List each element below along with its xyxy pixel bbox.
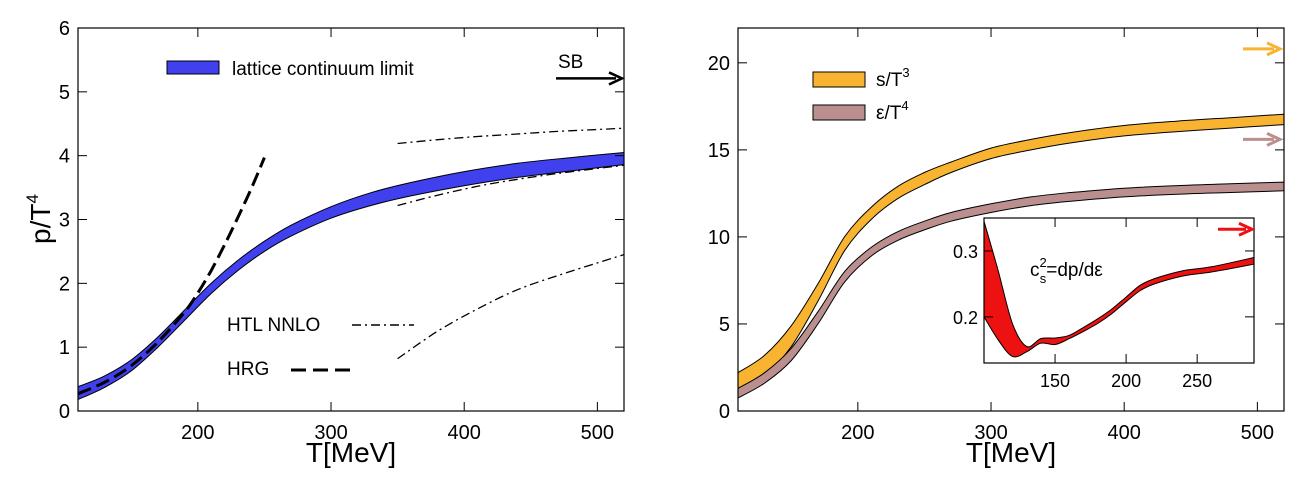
sound-speed-band [984, 221, 1254, 358]
right-xtick-label: 400 [1108, 422, 1141, 444]
left-ytick-label: 6 [59, 18, 70, 40]
left-x-axis-label: T[MeV] [306, 437, 396, 468]
left-ytick-label: 4 [59, 146, 70, 168]
legend-swatch-entropy [812, 71, 866, 88]
legend-swatch-energy [812, 104, 866, 121]
left-xtick-label: 300 [314, 422, 347, 444]
right-ytick-label: 0 [719, 401, 730, 423]
entropy-sb-arrow-head [1266, 41, 1284, 57]
htl-curve-3 [397, 253, 624, 360]
left-ytick-label: 0 [59, 401, 70, 423]
right-xtick-label: 300 [974, 422, 1007, 444]
inset-chart: 150 200 250 0.2 0.3 c2 s=dp/dε [953, 217, 1256, 391]
htl-curve-2 [397, 164, 624, 207]
left-legend: lattice continuum limit HTL NNLO HRG [166, 59, 414, 380]
inset-xtick-label: 150 [1040, 371, 1070, 391]
legend-label-hrg: HRG [227, 359, 269, 380]
right-ytick-label: 5 [719, 314, 730, 336]
left-xtick-label: 200 [181, 422, 214, 444]
inset-background [984, 218, 1254, 363]
inset-ticks: 150 200 250 0.2 0.3 [953, 218, 1256, 391]
left-panel: 200 300 400 500 0 1 2 3 4 5 6 T[MeV] p/T4 lattice … [23, 18, 625, 468]
left-axes-frame [77, 27, 625, 412]
inset-xtick-label: 200 [1111, 371, 1141, 391]
right-sb-arrows [1243, 41, 1284, 147]
sb-annotation: SB [556, 52, 625, 86]
left-ytick-label: 5 [59, 82, 70, 104]
right-x-axis-label: T[MeV] [966, 437, 1056, 468]
right-plot-area [738, 113, 1284, 399]
left-plot-area [78, 127, 624, 401]
sb-label: SB [558, 52, 583, 73]
inset-frame [983, 217, 1255, 364]
inset-plot-area [984, 221, 1254, 358]
lattice-band [78, 151, 624, 401]
entropy-band [738, 113, 1284, 395]
legend-swatch-lattice [166, 60, 220, 75]
left-ticks: 200 300 400 500 0 1 2 3 4 5 6 [59, 18, 624, 444]
right-panel: 200 300 400 500 0 5 10 15 20 T[MeV] s/T3 ε/T4 15… [708, 27, 1285, 468]
left-ytick-label: 3 [59, 210, 70, 232]
left-ytick-label: 2 [59, 273, 70, 295]
inset-label: c2 s=dp/dε [1030, 255, 1103, 286]
right-xtick-label: 200 [841, 422, 874, 444]
legend-label-htl: HTL NNLO [227, 315, 320, 336]
htl-curve-1 [397, 127, 624, 145]
right-axes-frame [737, 27, 1285, 412]
right-ytick-label: 15 [708, 140, 730, 162]
right-legend: s/T3 ε/T4 [812, 65, 910, 124]
legend-label-energy: ε/T4 [876, 98, 909, 124]
right-ytick-label: 20 [708, 53, 730, 75]
inset-xtick-label: 250 [1182, 371, 1212, 391]
sound-speed-sb-arrow-head [1238, 221, 1256, 237]
left-xtick-label: 400 [448, 422, 481, 444]
inset-ytick-label: 0.3 [953, 242, 978, 262]
sb-arrow-head [608, 71, 625, 86]
hrg-curve [78, 157, 266, 396]
left-y-axis-label: p/T4 [23, 194, 56, 244]
left-xtick-label: 500 [581, 422, 614, 444]
right-ticks: 200 300 400 500 0 5 10 15 20 [708, 28, 1284, 444]
energy-band [738, 181, 1284, 399]
left-ytick-label: 1 [59, 337, 70, 359]
right-xtick-label: 500 [1241, 422, 1274, 444]
right-ytick-label: 10 [708, 227, 730, 249]
legend-label-entropy: s/T3 [876, 65, 910, 91]
legend-label-lattice: lattice continuum limit [232, 59, 414, 80]
energy-sb-arrow-head [1266, 132, 1284, 147]
inset-ytick-label: 0.2 [953, 308, 978, 328]
